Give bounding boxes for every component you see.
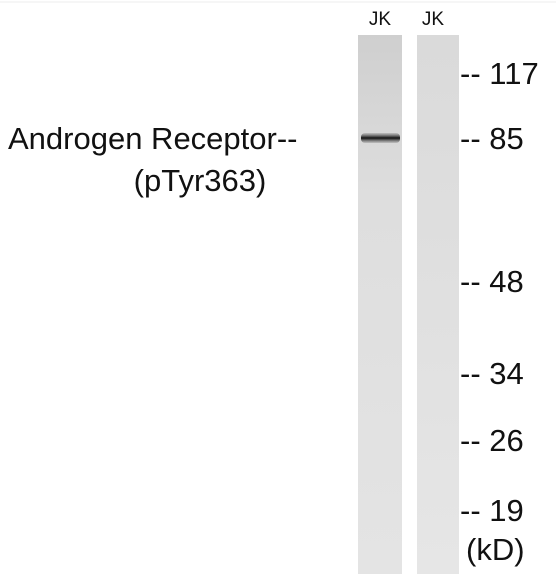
lane-label: JK bbox=[422, 9, 445, 30]
lane-2 bbox=[417, 35, 459, 574]
lane-1 bbox=[358, 35, 402, 574]
marker-label: -- 26 bbox=[460, 423, 524, 458]
marker-label: -- 117 bbox=[460, 56, 539, 91]
lane-label: JK bbox=[369, 9, 392, 30]
marker-label: -- 19 bbox=[460, 493, 524, 528]
protein-label: Androgen Receptor-- bbox=[8, 121, 298, 156]
marker-label: -- 48 bbox=[460, 264, 524, 299]
unit-label: (kD) bbox=[466, 532, 525, 567]
protein-label: (pTyr363) bbox=[134, 163, 267, 198]
marker-label: -- 85 bbox=[460, 121, 524, 156]
western-blot: JK JK Androgen Receptor-- (pTyr363) -- 1… bbox=[0, 0, 556, 574]
band bbox=[361, 133, 400, 143]
marker-label: -- 34 bbox=[460, 356, 524, 391]
